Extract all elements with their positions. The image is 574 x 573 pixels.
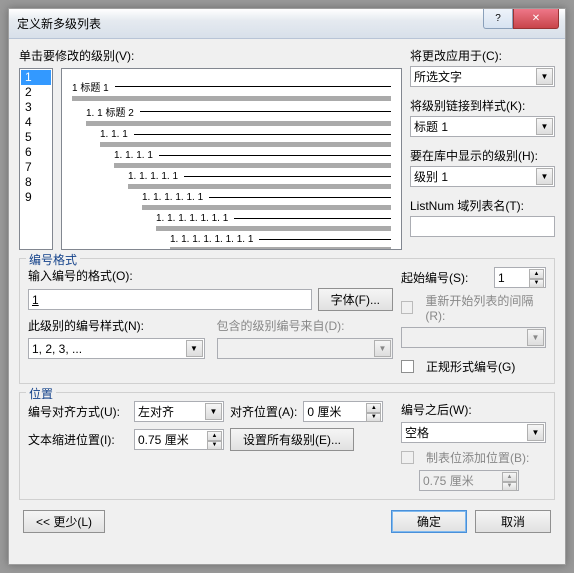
close-button[interactable]: ✕ xyxy=(513,9,559,29)
preview-bar xyxy=(140,111,391,112)
preview-bar-grey xyxy=(72,205,391,210)
tabstop-label: 制表位添加位置(B): xyxy=(426,449,529,466)
follow-number-label: 编号之后(W): xyxy=(401,401,546,418)
preview-bar-grey xyxy=(72,163,391,168)
click-level-label: 单击要修改的级别(V): xyxy=(19,47,402,64)
level-item[interactable]: 1 xyxy=(21,70,51,85)
preview-row: 1. 1. 1. 1. 1. 1 xyxy=(72,192,391,203)
gallery-level-label: 要在库中显示的级别(H): xyxy=(410,147,555,164)
include-level-label: 包含的级别编号来自(D): xyxy=(217,317,394,334)
cancel-button[interactable]: 取消 xyxy=(475,510,551,533)
preview-row: 1. 1 标题 2 xyxy=(72,104,391,119)
preview-number: 1. 1. 1. 1. 1 xyxy=(128,171,178,182)
enter-format-label: 输入编号的格式(O): xyxy=(28,267,393,284)
level-listbox[interactable]: 123456789 xyxy=(19,68,53,250)
set-for-all-button[interactable]: 设置所有级别(E)... xyxy=(230,428,354,451)
link-style-label: 将级别链接到样式(K): xyxy=(410,97,555,114)
number-format-group: 编号格式 输入编号的格式(O): 1 字体(F)... 此级别的编号样式(N): xyxy=(19,258,555,384)
preview-row: 1 标题 1 xyxy=(72,79,391,94)
gallery-level-combo[interactable]: 级别 1▼ xyxy=(410,166,555,187)
level-item[interactable]: 5 xyxy=(21,130,51,145)
listnum-input[interactable] xyxy=(410,216,555,237)
less-button[interactable]: << 更少(L) xyxy=(23,510,105,533)
chevron-down-icon: ▼ xyxy=(527,424,544,441)
preview-number: 1. 1. 1. 1. 1. 1. 1 xyxy=(156,213,228,224)
preview-bar-grey xyxy=(72,121,391,126)
legal-format-label: 正规形式编号(G) xyxy=(426,358,515,375)
level-item[interactable]: 2 xyxy=(21,85,51,100)
number-format-legend: 编号格式 xyxy=(26,251,80,268)
chevron-down-icon: ▼ xyxy=(536,68,553,85)
ok-button[interactable]: 确定 xyxy=(391,510,467,533)
preview-bar-grey xyxy=(72,96,391,101)
level-item[interactable]: 6 xyxy=(21,145,51,160)
apply-to-label: 将更改应用于(C): xyxy=(410,47,555,64)
preview-row: 1. 1. 1 xyxy=(72,129,391,140)
preview-bar xyxy=(184,176,391,177)
font-button[interactable]: 字体(F)... xyxy=(318,288,393,311)
preview-row: 1. 1. 1. 1. 1 xyxy=(72,171,391,182)
chevron-down-icon: ▼ xyxy=(186,340,203,357)
preview-number: 1. 1. 1. 1. 1. 1. 1. 1 xyxy=(170,234,253,245)
restart-combo: ▼ xyxy=(401,327,546,348)
include-level-combo: ▼ xyxy=(217,338,394,359)
tabstop-checkbox xyxy=(401,451,414,464)
preview-bar xyxy=(234,218,391,219)
chevron-down-icon: ▼ xyxy=(374,340,391,357)
position-legend: 位置 xyxy=(26,385,56,402)
preview-pane: 1 标题 1 1. 1 标题 2 1. 1. 1 1. 1. 1. 1 1. 1… xyxy=(61,68,402,250)
position-group: 位置 编号对齐方式(U): 左对齐▼ 对齐位置(A): 0 厘米▲▼ 文本缩进位… xyxy=(19,392,555,500)
preview-number: 1. 1. 1 xyxy=(100,129,128,140)
preview-bar xyxy=(134,134,391,135)
start-at-label: 起始编号(S): xyxy=(401,269,490,286)
preview-bar-grey xyxy=(72,142,391,147)
follow-number-combo[interactable]: 空格▼ xyxy=(401,422,546,443)
level-item[interactable]: 3 xyxy=(21,100,51,115)
text-indent-input[interactable]: 0.75 厘米▲▼ xyxy=(134,429,224,450)
chevron-down-icon: ▼ xyxy=(536,168,553,185)
number-alignment-label: 编号对齐方式(U): xyxy=(28,403,128,420)
text-indent-label: 文本缩进位置(I): xyxy=(28,431,128,448)
preview-bar xyxy=(209,197,391,198)
preview-row: 1. 1. 1. 1. 1. 1. 1. 1 xyxy=(72,234,391,245)
preview-row: 1. 1. 1. 1 xyxy=(72,150,391,161)
link-style-combo[interactable]: 标题 1▼ xyxy=(410,116,555,137)
legal-format-checkbox[interactable] xyxy=(401,360,414,373)
level-item[interactable]: 8 xyxy=(21,175,51,190)
preview-row: 1. 1. 1. 1. 1. 1. 1 xyxy=(72,213,391,224)
titlebar: 定义新多级列表 ? ✕ xyxy=(9,9,565,39)
chevron-down-icon: ▼ xyxy=(536,118,553,135)
help-button[interactable]: ? xyxy=(483,9,513,29)
preview-number: 1. 1. 1. 1. 1. 1 xyxy=(142,192,203,203)
number-style-label: 此级别的编号样式(N): xyxy=(28,317,205,334)
number-format-input[interactable]: 1 xyxy=(28,289,312,310)
chevron-down-icon: ▼ xyxy=(205,403,222,420)
aligned-at-label: 对齐位置(A): xyxy=(230,403,297,420)
preview-bar-grey xyxy=(72,247,391,250)
preview-bar-grey xyxy=(72,226,391,231)
number-alignment-combo[interactable]: 左对齐▼ xyxy=(134,401,224,422)
dialog: 定义新多级列表 ? ✕ 单击要修改的级别(V): 123456789 1 标题 … xyxy=(8,8,566,565)
aligned-at-input[interactable]: 0 厘米▲▼ xyxy=(303,401,383,422)
listnum-label: ListNum 域列表名(T): xyxy=(410,197,555,214)
level-item[interactable]: 4 xyxy=(21,115,51,130)
preview-number: 1 标题 1 xyxy=(72,79,109,94)
preview-number: 1. 1. 1. 1 xyxy=(114,150,153,161)
preview-bar xyxy=(259,239,391,240)
restart-label: 重新开始列表的间隔(R): xyxy=(425,292,546,323)
level-item[interactable]: 9 xyxy=(21,190,51,205)
preview-bar xyxy=(115,86,391,87)
preview-number: 1. 1 标题 2 xyxy=(86,104,134,119)
tabstop-input: 0.75 厘米▲▼ xyxy=(419,470,519,491)
restart-checkbox xyxy=(401,301,413,314)
apply-to-combo[interactable]: 所选文字▼ xyxy=(410,66,555,87)
preview-bar xyxy=(159,155,391,156)
preview-bar-grey xyxy=(72,184,391,189)
start-at-input[interactable]: 1▲▼ xyxy=(494,267,546,288)
level-item[interactable]: 7 xyxy=(21,160,51,175)
chevron-down-icon: ▼ xyxy=(527,329,544,346)
number-style-combo[interactable]: 1, 2, 3, ...▼ xyxy=(28,338,205,359)
